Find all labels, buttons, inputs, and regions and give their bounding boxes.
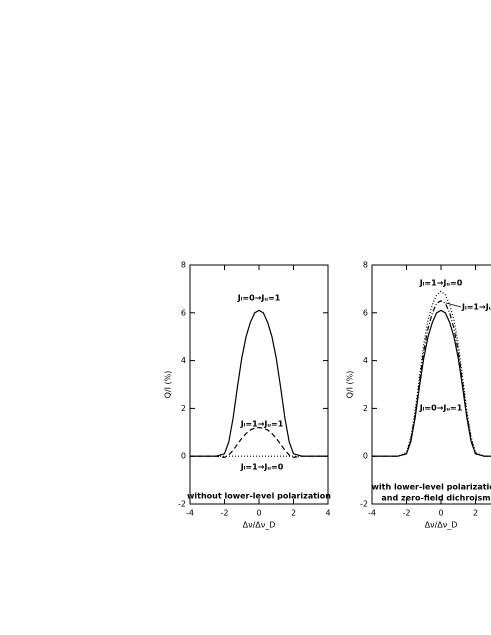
series-label: Jₗ=1→Jᵤ=1 xyxy=(461,303,491,312)
x-tick-label: 0 xyxy=(256,509,261,518)
x-tick-label: 0 xyxy=(438,509,443,518)
series-line xyxy=(190,309,328,457)
y-tick-label: 8 xyxy=(363,261,368,270)
y-tick-label: 6 xyxy=(363,308,368,317)
x-tick-label: -2 xyxy=(403,509,411,518)
series-line xyxy=(372,290,491,457)
x-tick-label: -4 xyxy=(186,509,194,518)
y-tick-label: 2 xyxy=(363,404,368,413)
y-axis-label: Q/I (%) xyxy=(164,371,173,399)
x-axis-label: Δν/Δν_D xyxy=(243,521,276,530)
x-tick-label: 4 xyxy=(325,509,330,518)
panel-caption: without lower-level polarization xyxy=(187,492,331,501)
y-tick-label: 8 xyxy=(181,261,186,270)
y-tick-label: -2 xyxy=(360,500,368,509)
series-label: Jₗ=1→Jᵤ=0 xyxy=(419,279,463,288)
y-axis-label: Q/I (%) xyxy=(346,371,355,399)
y-tick-label: 2 xyxy=(181,404,186,413)
series-label: Jₗ=0→Jᵤ=1 xyxy=(237,294,281,303)
x-tick-label: 2 xyxy=(291,509,296,518)
y-tick-label: 4 xyxy=(363,356,368,365)
y-tick-label: 6 xyxy=(181,308,186,317)
x-axis-label: Δν/Δν_D xyxy=(425,521,458,530)
series-line xyxy=(190,426,328,459)
panel-caption: and zero-field dichroism xyxy=(381,494,490,503)
x-tick-label: 2 xyxy=(473,509,478,518)
y-tick-label: 0 xyxy=(181,452,186,461)
series-label: Jₗ=1→Jᵤ=0 xyxy=(240,463,284,472)
x-tick-label: -4 xyxy=(368,509,376,518)
y-tick-label: -2 xyxy=(178,500,186,509)
series-line xyxy=(372,309,491,457)
plot-frame xyxy=(371,264,491,505)
x-tick-label: -2 xyxy=(221,509,229,518)
panel-caption: with lower-level polarization xyxy=(372,483,491,492)
series-label: Jₗ=1→Jᵤ=1 xyxy=(240,420,284,429)
series-label: Jₗ=0→Jᵤ=1 xyxy=(419,404,463,413)
y-tick-label: 0 xyxy=(363,452,368,461)
label-pointer xyxy=(445,302,462,308)
y-tick-label: 4 xyxy=(181,356,186,365)
